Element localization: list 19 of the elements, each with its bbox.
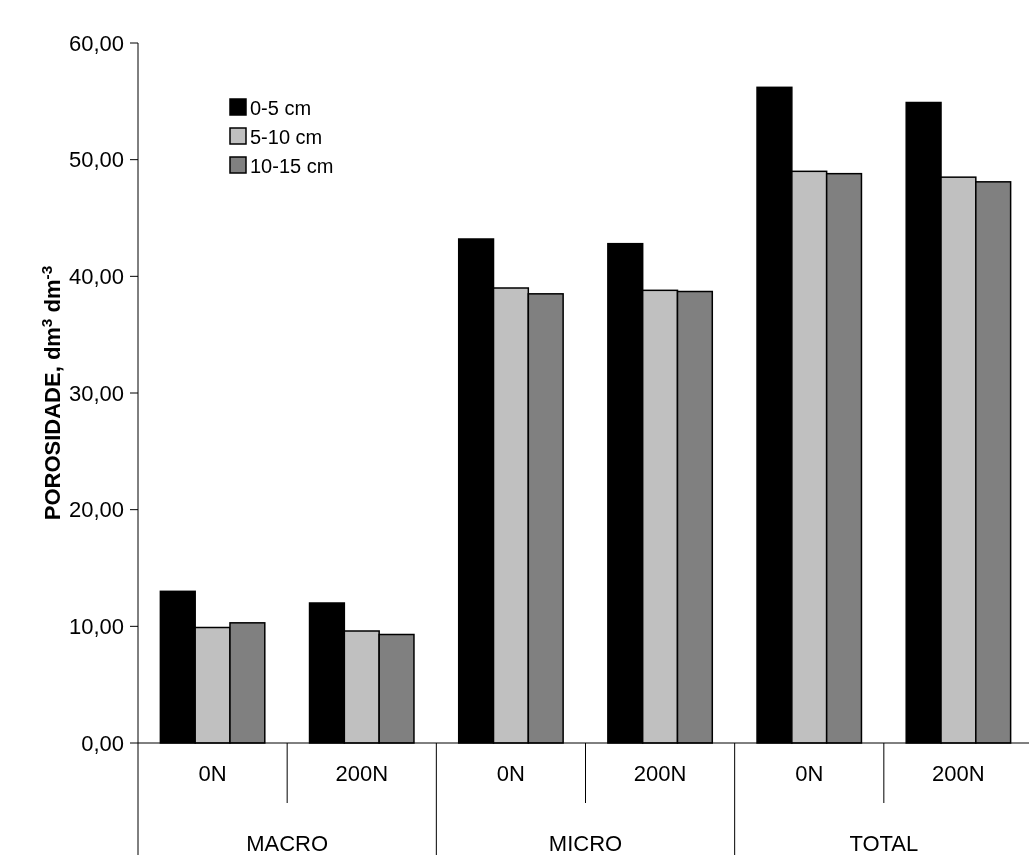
y-tick-label: 20,00 [68,497,124,523]
y-tick-label: 30,00 [68,380,124,406]
y-tick-label: 0,00 [81,730,124,756]
y-tick-label: 40,00 [68,264,124,290]
x-tick-label: 0N [496,761,525,786]
x-tick-label: 200N [335,761,389,786]
legend-label: 5-10 cm [250,126,323,148]
y-tick-label: 60,00 [68,30,124,56]
text: MICRO [548,831,623,855]
x-tick-label: 0N [198,761,227,786]
legend-label: 0-5 cm [250,97,312,119]
text: MACRO [246,831,329,855]
y-tick-label: 10,00 [68,614,124,640]
y-tick-label: 50,00 [68,147,124,173]
x-tick-label: 200N [633,761,687,786]
legend-label: 10-15 cm [250,155,334,177]
text: TOTAL [849,831,919,855]
x-tick-label: 200N [932,761,985,786]
x-tick-label: 0N [795,761,824,786]
